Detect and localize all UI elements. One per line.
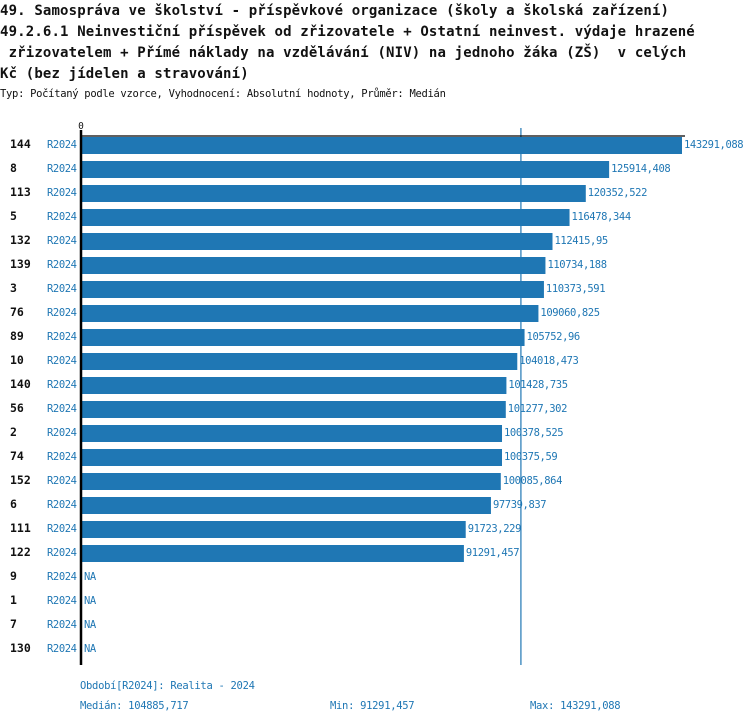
bar	[81, 353, 518, 370]
bar	[81, 257, 546, 274]
bar	[81, 185, 586, 202]
period-label: R2024	[47, 379, 77, 391]
category-label: 89	[10, 329, 24, 343]
period-label: R2024	[47, 163, 77, 175]
value-label: NA	[84, 571, 97, 583]
category-label: 56	[10, 401, 24, 415]
bar	[81, 233, 553, 250]
bar	[81, 377, 507, 394]
period-label: R2024	[47, 643, 77, 655]
value-label: 100375,59	[504, 451, 557, 463]
category-label: 10	[10, 353, 24, 367]
value-label: 110734,188	[547, 259, 606, 271]
bar	[81, 401, 506, 418]
category-label: 2	[10, 425, 17, 439]
bar	[81, 281, 544, 298]
category-label: 111	[10, 521, 31, 535]
bar	[81, 497, 491, 514]
chart-title-line-4: Kč (bez jídelen a stravování)	[0, 66, 249, 82]
bar	[81, 137, 682, 154]
period-label: R2024	[47, 619, 77, 631]
bar	[81, 473, 501, 490]
period-label: R2024	[47, 475, 77, 487]
chart-title-line-2: 49.2.6.1 Neinvestiční příspěvek od zřizo…	[0, 24, 695, 40]
value-label: 104018,473	[519, 355, 578, 367]
bar	[81, 305, 539, 322]
chart-title-line-3: zřizovatelem + Přímé náklady na vzdělává…	[0, 45, 687, 61]
footer-period: Období[R2024]: Realita - 2024	[80, 680, 255, 692]
period-label: R2024	[47, 187, 77, 199]
value-label: 120352,522	[588, 187, 647, 199]
value-label: 116478,344	[572, 211, 631, 223]
period-label: R2024	[47, 499, 77, 511]
period-label: R2024	[47, 211, 77, 223]
category-label: 8	[10, 161, 17, 175]
category-label: 132	[10, 233, 31, 247]
category-label: 139	[10, 257, 31, 271]
value-label: 143291,088	[684, 139, 743, 151]
bar	[81, 161, 610, 178]
period-label: R2024	[47, 355, 77, 367]
value-label: 112415,95	[555, 235, 608, 247]
footer-median: Medián: 104885,717	[80, 700, 189, 712]
x-tick-label: 0	[78, 121, 84, 132]
footer-min: Min: 91291,457	[330, 700, 415, 712]
value-label: 100085,864	[503, 475, 562, 487]
value-label: NA	[84, 595, 97, 607]
period-label: R2024	[47, 403, 77, 415]
category-label: 144	[10, 137, 31, 151]
value-label: 109060,825	[540, 307, 599, 319]
category-label: 76	[10, 305, 24, 319]
category-label: 140	[10, 377, 31, 391]
category-label: 6	[10, 497, 17, 511]
value-label: 97739,837	[493, 499, 546, 511]
value-label: 91291,457	[466, 547, 519, 559]
period-label: R2024	[47, 139, 77, 151]
value-label: NA	[84, 619, 97, 631]
value-label: 91723,229	[468, 523, 521, 535]
period-label: R2024	[47, 307, 77, 319]
value-label: 125914,408	[611, 163, 670, 175]
category-label: 113	[10, 185, 31, 199]
value-label: 105752,96	[527, 331, 580, 343]
bar	[81, 209, 570, 226]
category-label: 74	[10, 449, 24, 463]
category-label: 5	[10, 209, 17, 223]
period-label: R2024	[47, 235, 77, 247]
bar	[81, 329, 525, 346]
bar	[81, 521, 466, 538]
period-label: R2024	[47, 259, 77, 271]
value-label: NA	[84, 643, 97, 655]
period-label: R2024	[47, 523, 77, 535]
bar	[81, 545, 464, 562]
category-label: 122	[10, 545, 31, 559]
chart-title-line-1: 49. Samospráva ve školství - příspěvkové…	[0, 3, 670, 19]
footer-max: Max: 143291,088	[530, 700, 621, 712]
period-label: R2024	[47, 595, 77, 607]
period-label: R2024	[47, 331, 77, 343]
period-label: R2024	[47, 427, 77, 439]
category-label: 152	[10, 473, 31, 487]
category-label: 9	[10, 569, 17, 583]
category-label: 7	[10, 617, 17, 631]
category-label: 130	[10, 641, 31, 655]
chart-subtitle: Typ: Počítaný podle vzorce, Vyhodnocení:…	[0, 88, 446, 100]
period-label: R2024	[47, 571, 77, 583]
period-label: R2024	[47, 283, 77, 295]
value-label: 101277,302	[508, 403, 567, 415]
value-label: 100378,525	[504, 427, 563, 439]
category-label: 1	[10, 593, 17, 607]
period-label: R2024	[47, 451, 77, 463]
period-label: R2024	[47, 547, 77, 559]
value-label: 110373,591	[546, 283, 605, 295]
bar	[81, 449, 503, 466]
category-label: 3	[10, 281, 17, 295]
value-label: 101428,735	[508, 379, 567, 391]
bar	[81, 425, 503, 442]
